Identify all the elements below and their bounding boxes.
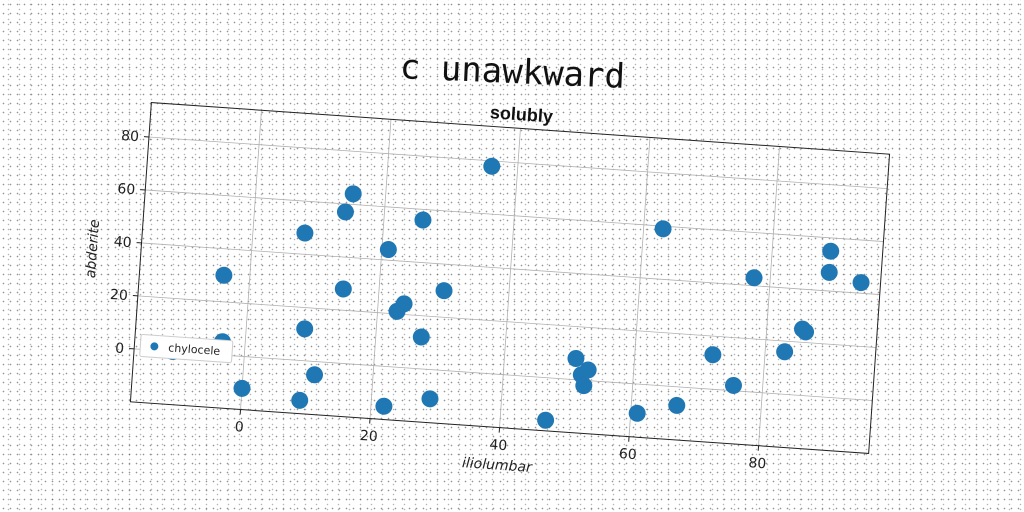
x-tick-label: 80 bbox=[748, 455, 767, 472]
scatter-point bbox=[704, 346, 722, 364]
scatter-point bbox=[334, 280, 352, 298]
x-tick-label: 0 bbox=[234, 419, 244, 436]
scatter-point bbox=[414, 211, 432, 229]
scatter-point bbox=[296, 320, 314, 338]
y-grid-line bbox=[137, 295, 877, 348]
scatter-point bbox=[215, 266, 233, 284]
y-tick-label: 20 bbox=[109, 287, 128, 304]
chart-container: solubly 0 20 40 60 80 0 20 40 60 80 iliolumbar ab… bbox=[83, 102, 891, 476]
scatter-point bbox=[797, 323, 815, 341]
x-axis-label: iliolumbar bbox=[461, 455, 533, 476]
scatter-point bbox=[379, 241, 397, 259]
y-grid-line bbox=[148, 136, 888, 190]
scatter-point bbox=[820, 263, 838, 281]
scatter-point bbox=[483, 157, 501, 175]
scatter-point bbox=[776, 343, 794, 361]
x-tick-label: 40 bbox=[489, 437, 508, 454]
data-points bbox=[164, 157, 870, 429]
x-grid-line bbox=[499, 128, 521, 428]
scatter-point bbox=[296, 224, 314, 242]
legend-marker bbox=[150, 342, 159, 351]
y-tick-label: 60 bbox=[117, 181, 136, 198]
scatter-point bbox=[395, 295, 413, 313]
x-tick-label: 20 bbox=[359, 428, 378, 445]
scatter-point bbox=[852, 274, 870, 292]
scatter-point bbox=[745, 269, 763, 287]
x-grid-line bbox=[240, 110, 262, 410]
scatter-point bbox=[233, 379, 251, 397]
scatter-point bbox=[291, 391, 309, 409]
y-grid-line bbox=[134, 348, 873, 401]
x-tick-label: 60 bbox=[618, 446, 637, 463]
x-grid-line bbox=[369, 119, 392, 419]
grid-lines bbox=[134, 110, 888, 446]
y-tick-label: 0 bbox=[115, 341, 125, 358]
scatter-point bbox=[654, 220, 672, 238]
y-axis-label: abderite bbox=[83, 219, 103, 279]
y-grid-line bbox=[145, 189, 884, 242]
scatter-point bbox=[628, 404, 646, 422]
scatter-point bbox=[375, 397, 393, 415]
scatter-point bbox=[344, 185, 362, 203]
y-grid-line bbox=[141, 242, 880, 295]
page-title: c unawkward bbox=[399, 47, 626, 97]
scatter-point bbox=[567, 349, 585, 367]
scatter-point bbox=[579, 361, 597, 379]
legend-box bbox=[139, 334, 234, 364]
scatter-point bbox=[412, 328, 430, 346]
scatter-point bbox=[575, 377, 593, 395]
legend: chylocele bbox=[139, 334, 234, 364]
y-tick-label: 40 bbox=[113, 234, 132, 251]
chart-title: solubly bbox=[489, 102, 553, 126]
scatter-point bbox=[724, 376, 742, 394]
y-tick-label: 80 bbox=[121, 128, 140, 145]
scatter-point bbox=[537, 411, 555, 429]
scatter-chart: solubly 0 20 40 60 80 0 20 40 60 80 iliolumbar ab… bbox=[83, 102, 891, 476]
x-grid-line bbox=[628, 137, 651, 437]
scatter-point bbox=[421, 390, 439, 408]
legend-label: chylocele bbox=[168, 341, 221, 358]
scatter-point bbox=[435, 282, 453, 300]
scatter-point bbox=[306, 366, 324, 384]
x-grid-line bbox=[758, 146, 780, 446]
scatter-point bbox=[822, 242, 840, 260]
axis-ticks: 0 20 40 60 80 0 20 40 60 80 bbox=[109, 128, 767, 472]
scatter-point bbox=[336, 203, 354, 221]
scatter-point bbox=[668, 396, 686, 414]
